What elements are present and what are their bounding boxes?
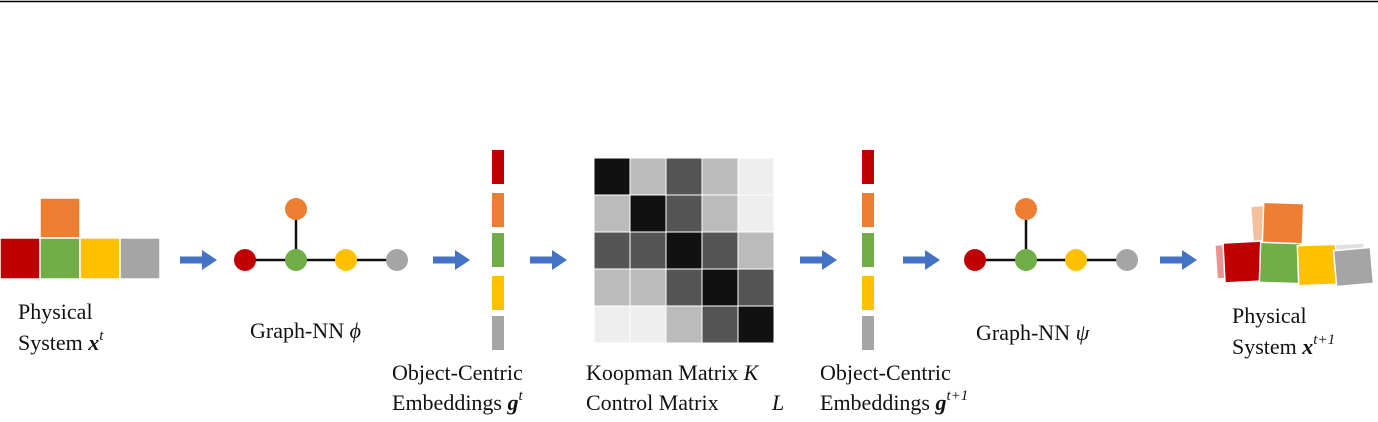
superscript: t: [519, 388, 524, 404]
symbol: L: [771, 390, 784, 415]
text: Graph-NN: [250, 318, 344, 343]
arrow: [180, 250, 217, 270]
superscript: t: [99, 328, 104, 344]
text: System: [18, 330, 83, 355]
label: Koopman Matrix K: [586, 360, 760, 385]
symbol: x: [87, 330, 99, 355]
graph-encoder: [234, 198, 408, 271]
arrow: [530, 250, 567, 270]
text: Object-Centric: [392, 360, 523, 385]
symbol: ψ: [1076, 320, 1090, 345]
text: Physical: [18, 299, 93, 324]
embedding-column: [492, 150, 504, 350]
label: System xt+1: [1232, 332, 1335, 359]
label: Physical: [1232, 303, 1307, 328]
label: Embeddings gt+1: [820, 388, 968, 415]
symbol: ϕ: [350, 318, 361, 343]
label: Object-Centric: [820, 360, 951, 385]
label: System xt: [18, 328, 104, 355]
embedding-column: [862, 150, 874, 350]
physical-system-left: [0, 197, 161, 280]
text: Object-Centric: [820, 360, 951, 385]
text: Physical: [1232, 303, 1307, 328]
symbol: K: [743, 360, 760, 385]
text: Embeddings: [392, 390, 502, 415]
text: Graph-NN: [976, 320, 1070, 345]
label: Object-Centric: [392, 360, 523, 385]
text: System: [1232, 334, 1297, 359]
superscript: t+1: [947, 388, 969, 404]
label: Graph-NN ϕ: [250, 318, 361, 343]
label: Graph-NN ψ: [976, 320, 1090, 345]
symbol: x: [1301, 334, 1313, 359]
arrow: [800, 250, 837, 270]
superscript: t+1: [1313, 332, 1335, 348]
physical-system-right: [1214, 201, 1375, 288]
symbol: g: [507, 390, 519, 415]
koopman-matrix: [593, 157, 775, 344]
arrow: [903, 250, 940, 270]
arrow: [1160, 250, 1197, 270]
graph-decoder: [964, 198, 1138, 271]
arrow: [433, 250, 470, 270]
label: Control Matrix: [586, 390, 719, 415]
label: Embeddings gt: [392, 388, 524, 415]
text: Koopman Matrix: [586, 360, 738, 385]
text: Control Matrix: [586, 390, 719, 415]
label: Physical: [18, 299, 93, 324]
symbol: g: [935, 390, 947, 415]
text: Embeddings: [820, 390, 930, 415]
